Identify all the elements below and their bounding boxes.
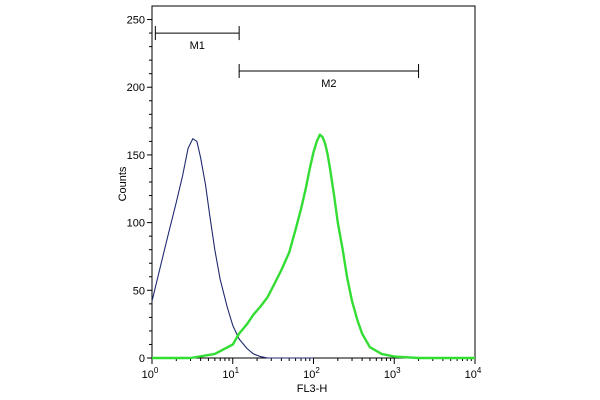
series-layer xyxy=(151,133,475,360)
y-tick-label: 0 xyxy=(139,353,145,365)
series-line-green xyxy=(152,133,475,360)
axes: 0 50 100 150 200 250 100 101 102 103 104 xyxy=(127,5,482,381)
y-tick-label: 200 xyxy=(127,82,145,94)
y-axis-title: Counts xyxy=(117,166,129,201)
x-tick-label: 104 xyxy=(465,366,482,381)
gate-m2-label: M2 xyxy=(321,78,336,90)
x-tick-label: 102 xyxy=(303,366,320,381)
x-axis-title: FL3-H xyxy=(297,383,328,395)
plot-frame xyxy=(151,5,476,359)
gate-m1-label: M1 xyxy=(190,40,205,52)
x-tick-label: 101 xyxy=(222,366,239,381)
y-tick-label: 50 xyxy=(133,285,145,297)
y-tick-label: 250 xyxy=(127,15,145,27)
y-tick-label: 100 xyxy=(127,218,145,230)
x-tick-label: 103 xyxy=(384,366,401,381)
gate-markers: M1 M2 xyxy=(154,26,420,90)
y-tick-label: 150 xyxy=(127,150,145,162)
x-tick-label: 100 xyxy=(142,366,159,381)
series-line-blue xyxy=(151,138,314,359)
